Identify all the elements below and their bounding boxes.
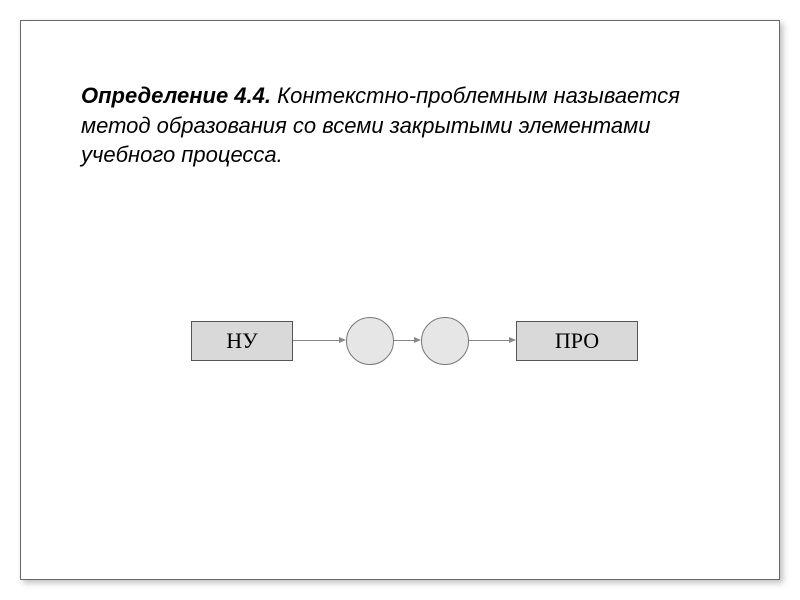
flow-diagram: НУ ПРО <box>21 321 779 401</box>
node-nu: НУ <box>191 321 293 361</box>
definition-label: Определение 4.4. <box>81 83 271 108</box>
node-pro: ПРО <box>516 321 638 361</box>
arrow-c2-pro <box>467 340 509 341</box>
arrow-head-c2-pro <box>509 337 516 343</box>
arrow-head-c1-c2 <box>414 337 421 343</box>
node-c1 <box>346 317 394 365</box>
definition-text: Определение 4.4. Контекстно-проблемным н… <box>81 81 719 170</box>
arrow-head-nu-c1 <box>339 337 346 343</box>
node-c2 <box>421 317 469 365</box>
arrow-nu-c1 <box>291 340 339 341</box>
arrow-c1-c2 <box>392 340 414 341</box>
slide-frame: Определение 4.4. Контекстно-проблемным н… <box>20 20 780 580</box>
